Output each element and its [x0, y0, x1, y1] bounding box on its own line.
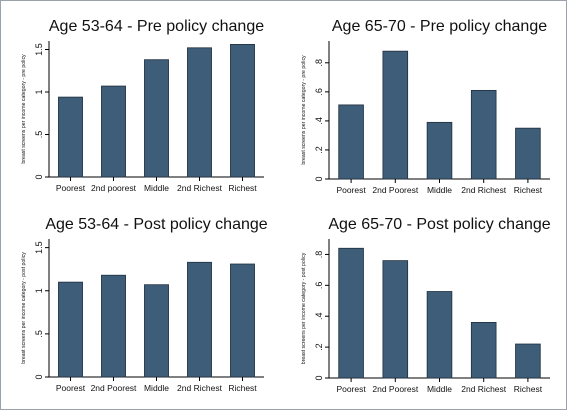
y-tick-label: .4	[314, 117, 324, 125]
bar	[144, 59, 169, 178]
x-tick-label: Middle	[144, 183, 169, 193]
x-tick-label: Richest	[228, 183, 257, 193]
chart-title: Age 53-64 - Pre policy change	[49, 18, 264, 35]
bar	[338, 104, 364, 180]
y-tick-label: .4	[314, 312, 324, 320]
y-tick-label: .2	[314, 146, 324, 154]
bar	[338, 247, 364, 379]
bar	[515, 127, 541, 180]
y-tick-label: 0	[314, 176, 324, 181]
chart-panel-1: Age 53-64 - Pre policy change 0 .5 1 1.5 brea…	[21, 18, 264, 193]
x-tick-label: 2nd Poorest	[372, 384, 418, 394]
x-tick-label: Poorest	[336, 384, 366, 394]
chart-title: Age 53-64 - Post policy change	[45, 216, 267, 233]
y-tick-label: 1.5	[34, 43, 44, 56]
bar	[382, 50, 409, 180]
bar	[515, 343, 541, 379]
bar	[187, 47, 212, 178]
bar	[58, 281, 83, 378]
chart-panel-4: Age 65-70 - Post policy change 0 .2 .4 .6 .8 b…	[301, 216, 551, 394]
x-tick-label: Middle	[427, 185, 452, 195]
bar	[101, 274, 126, 378]
bar	[426, 291, 453, 379]
bar	[144, 284, 169, 378]
x-tick-label: Poorest	[56, 183, 86, 193]
y-axis-label: breast screens per income category - pre…	[301, 55, 307, 165]
x-tick-label: Richest	[514, 384, 543, 394]
x-tick-label: 2nd Poorest	[91, 383, 137, 393]
y-tick-label: 1	[34, 89, 44, 94]
y-axis-label: breast screens per income category - pos…	[21, 252, 27, 364]
bar	[58, 96, 83, 178]
y-tick-label: 0	[34, 374, 44, 379]
x-tick-label: Poorest	[336, 185, 366, 195]
bar	[230, 44, 255, 178]
y-tick-label: 0	[34, 174, 44, 179]
y-tick-label: .2	[314, 343, 324, 351]
x-tick-label: 2nd Richest	[177, 383, 223, 393]
x-tick-label: Poorest	[56, 383, 86, 393]
chart-title: Age 65-70 - Post policy change	[328, 216, 550, 233]
y-tick-label: 1.5	[34, 241, 44, 254]
y-tick-label: 1	[34, 288, 44, 293]
bar	[470, 321, 497, 379]
y-tick-label: .6	[314, 282, 324, 290]
bar	[470, 89, 497, 180]
bar	[426, 121, 453, 180]
x-tick-label: 2nd Richest	[461, 185, 507, 195]
y-tick-label: .5	[34, 330, 44, 338]
y-tick-label: .8	[314, 59, 324, 67]
y-tick-label: .5	[34, 131, 44, 139]
bar	[230, 263, 255, 378]
x-tick-label: 2nd Richest	[461, 384, 507, 394]
x-tick-label: Middle	[144, 383, 169, 393]
y-tick-label: 0	[314, 375, 324, 380]
y-tick-label: .6	[314, 88, 324, 96]
bar	[187, 261, 212, 378]
x-tick-label: 2nd Poorest	[372, 185, 418, 195]
chart-panel-3: Age 53-64 - Post policy change 0 .5 1 1.5 bre…	[21, 216, 268, 393]
chart-panel-2: Age 65-70 - Pre policy change 0 .2 .4 .6 .8 br…	[301, 18, 550, 195]
y-tick-label: .8	[314, 251, 324, 259]
x-tick-label: Richest	[514, 185, 543, 195]
y-axis-label: breast screens per income category - pre…	[21, 54, 27, 164]
bar	[101, 85, 126, 178]
y-axis-label: breast screens per income category - pos…	[301, 252, 307, 364]
chart-title: Age 65-70 - Pre policy change	[332, 18, 547, 35]
x-tick-label: 2nd poorest	[91, 183, 137, 193]
x-tick-label: Middle	[427, 384, 452, 394]
x-tick-label: 2nd Richest	[177, 183, 223, 193]
x-tick-label: Richest	[228, 383, 257, 393]
bar	[382, 260, 409, 379]
